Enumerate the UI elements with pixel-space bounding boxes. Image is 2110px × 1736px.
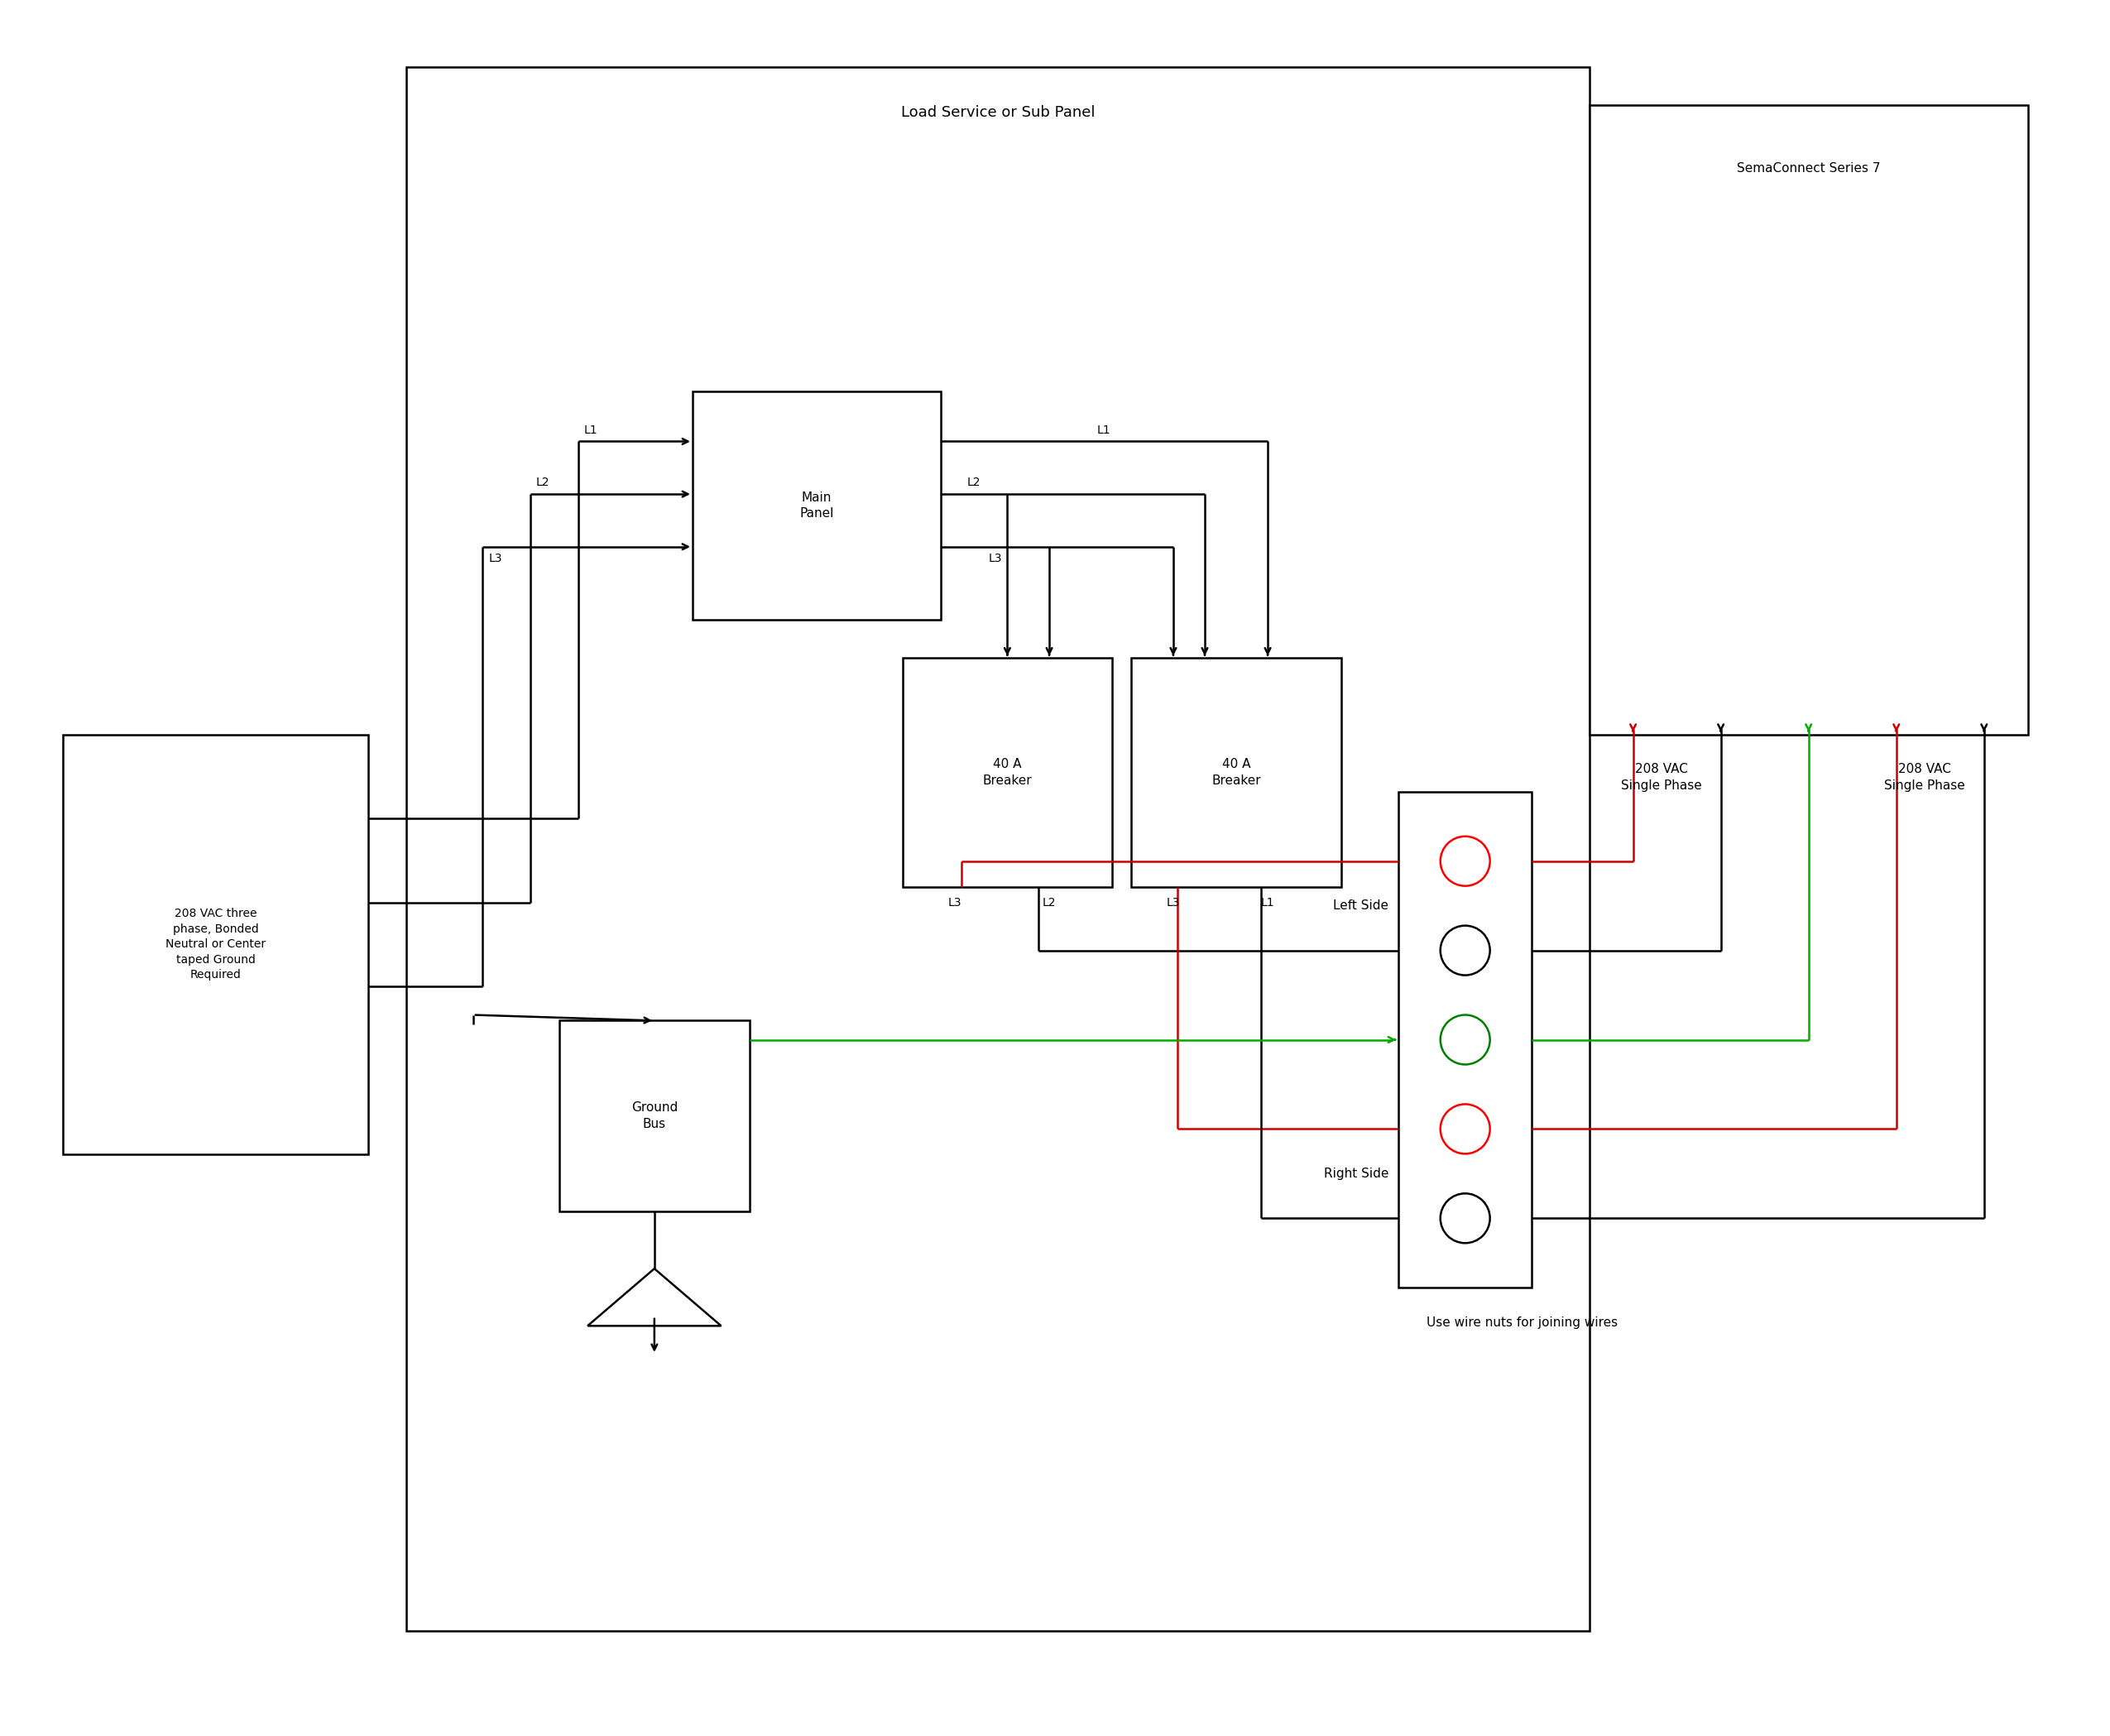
Text: L2: L2 (536, 477, 551, 488)
Text: 40 A
Breaker: 40 A Breaker (983, 759, 1032, 786)
Text: SemaConnect Series 7: SemaConnect Series 7 (1737, 161, 1880, 175)
Bar (1589, 104, 2028, 734)
Circle shape (1441, 1016, 1490, 1064)
Text: 208 VAC three
phase, Bonded
Neutral or Center
taped Ground
Required: 208 VAC three phase, Bonded Neutral or C… (165, 908, 266, 981)
Bar (1131, 658, 1342, 887)
Circle shape (1441, 837, 1490, 885)
Text: L1: L1 (584, 424, 597, 436)
Text: Left Side: Left Side (1334, 899, 1388, 911)
Circle shape (1441, 925, 1490, 976)
Bar (1399, 792, 1532, 1288)
Circle shape (1441, 1193, 1490, 1243)
Circle shape (1441, 1104, 1490, 1154)
Bar (692, 391, 941, 620)
Text: L3: L3 (487, 552, 502, 564)
Text: 208 VAC
Single Phase: 208 VAC Single Phase (1620, 764, 1703, 792)
Text: L3: L3 (947, 896, 962, 908)
Bar (63, 734, 369, 1154)
Text: Use wire nuts for joining wires: Use wire nuts for joining wires (1426, 1316, 1618, 1328)
Text: Right Side: Right Side (1323, 1167, 1388, 1180)
Polygon shape (587, 1269, 722, 1326)
Text: Load Service or Sub Panel: Load Service or Sub Panel (901, 104, 1095, 120)
Text: 40 A
Breaker: 40 A Breaker (1211, 759, 1262, 786)
Text: L2: L2 (966, 477, 981, 488)
Bar (903, 658, 1112, 887)
Text: Main
Panel: Main Panel (800, 491, 833, 519)
Text: 208 VAC
Single Phase: 208 VAC Single Phase (1884, 764, 1964, 792)
Text: L1: L1 (1097, 424, 1112, 436)
Text: L3: L3 (1167, 896, 1179, 908)
Text: L2: L2 (1042, 896, 1057, 908)
Bar (407, 66, 1589, 1632)
Bar (559, 1021, 749, 1212)
Text: L1: L1 (1262, 896, 1274, 908)
Text: Ground
Bus: Ground Bus (631, 1102, 677, 1130)
Text: L3: L3 (987, 552, 1002, 564)
